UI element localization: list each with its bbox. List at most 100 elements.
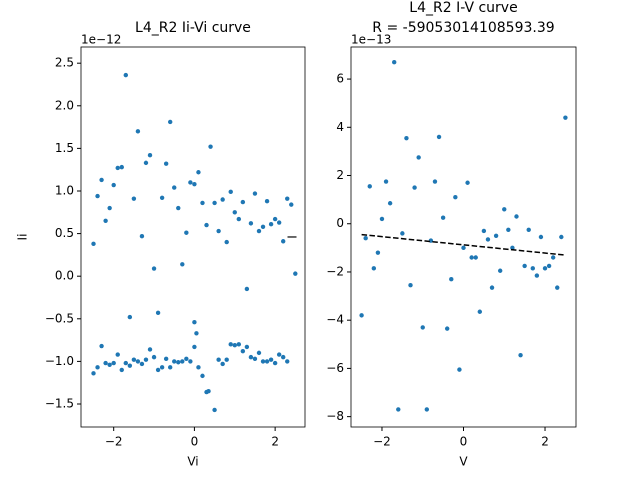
point (404, 135, 409, 141)
axes-frame (80, 46, 306, 428)
point (444, 326, 450, 331)
y-tick-label: −4 (326, 313, 344, 327)
point (416, 155, 421, 160)
point (180, 359, 185, 364)
point (111, 360, 116, 366)
point (95, 365, 100, 370)
point (176, 205, 181, 211)
fit-line (361, 233, 566, 256)
point (367, 184, 372, 189)
point (208, 144, 213, 149)
point (216, 228, 221, 234)
point (196, 170, 201, 175)
point (371, 266, 377, 271)
y-tick-label: 2.5 (55, 56, 74, 70)
point (192, 320, 197, 325)
x-tick-label: 0 (460, 435, 468, 449)
point (119, 164, 124, 170)
point (408, 283, 413, 288)
point (107, 205, 112, 211)
point (143, 357, 149, 362)
y-tick-label: 0 (336, 216, 344, 230)
point (252, 191, 258, 196)
point (135, 359, 141, 364)
point (457, 367, 462, 372)
point (167, 365, 173, 370)
point (103, 218, 108, 224)
point (111, 182, 116, 188)
point (159, 365, 165, 370)
point (256, 228, 262, 234)
point (103, 360, 108, 366)
y-axis-label: Ii (16, 234, 30, 241)
point (95, 193, 100, 199)
point (281, 354, 286, 360)
y-tick-label: 1.5 (55, 141, 74, 155)
point (236, 216, 242, 222)
chart-title: L4_R2 I-V curve (409, 0, 517, 16)
point (538, 234, 544, 240)
point (506, 227, 511, 232)
point (220, 197, 225, 202)
point (151, 266, 157, 271)
point (289, 202, 294, 207)
point (424, 407, 430, 412)
point (453, 195, 458, 200)
point (147, 347, 153, 352)
point (432, 179, 438, 184)
point (436, 134, 442, 140)
point (212, 200, 217, 206)
point (363, 236, 368, 241)
point (461, 245, 466, 251)
point (184, 230, 189, 235)
y-tick-label: −8 (326, 409, 344, 423)
point (530, 266, 535, 271)
point (143, 160, 149, 166)
point (244, 344, 250, 350)
point (420, 325, 425, 330)
point (200, 373, 205, 379)
x-tick-label: 0 (191, 435, 199, 449)
offset-label: 1e−12 (81, 33, 121, 47)
point (252, 356, 258, 362)
point (107, 362, 112, 368)
point (485, 237, 491, 242)
point (400, 231, 405, 236)
point (194, 331, 199, 336)
chart-title: L4_R2 Ii-Vi curve (135, 20, 251, 36)
x-tick-label: 2 (271, 435, 279, 449)
y-tick-label: −2 (326, 264, 344, 278)
y-tick-label: 0.0 (55, 269, 74, 283)
point (497, 268, 503, 273)
point (522, 263, 527, 269)
point (281, 239, 286, 244)
point (546, 263, 552, 269)
point (139, 361, 145, 367)
point (147, 153, 153, 158)
point (127, 314, 133, 320)
point (131, 357, 137, 362)
point (396, 407, 401, 412)
point (285, 196, 290, 201)
point (131, 196, 137, 201)
point (489, 285, 495, 290)
point (244, 286, 250, 292)
point (192, 344, 197, 350)
point (272, 216, 278, 222)
point (91, 241, 96, 247)
point (264, 359, 270, 364)
offset-label: 1e−13 (351, 33, 391, 47)
point (155, 310, 161, 316)
point (268, 222, 274, 227)
point (550, 255, 556, 260)
point (172, 185, 177, 190)
point (481, 228, 487, 234)
y-tick-label: 4 (336, 120, 344, 134)
point (276, 352, 282, 357)
point (240, 199, 246, 205)
point (542, 266, 548, 271)
point (151, 354, 157, 360)
point (534, 273, 540, 278)
